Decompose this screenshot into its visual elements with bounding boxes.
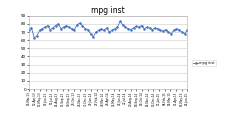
mpg inst xyxy=(70,28,73,30)
mpg inst xyxy=(132,27,135,29)
mpg inst xyxy=(81,25,84,26)
Title: mpg inst: mpg inst xyxy=(91,6,125,15)
mpg inst xyxy=(119,21,121,22)
mpg inst xyxy=(57,23,60,25)
mpg inst xyxy=(33,37,36,39)
mpg inst xyxy=(76,24,78,25)
mpg inst xyxy=(186,30,189,31)
Line: mpg inst: mpg inst xyxy=(28,21,188,38)
mpg inst xyxy=(27,29,30,30)
Legend: mpg inst: mpg inst xyxy=(192,60,216,66)
mpg inst xyxy=(84,28,87,30)
